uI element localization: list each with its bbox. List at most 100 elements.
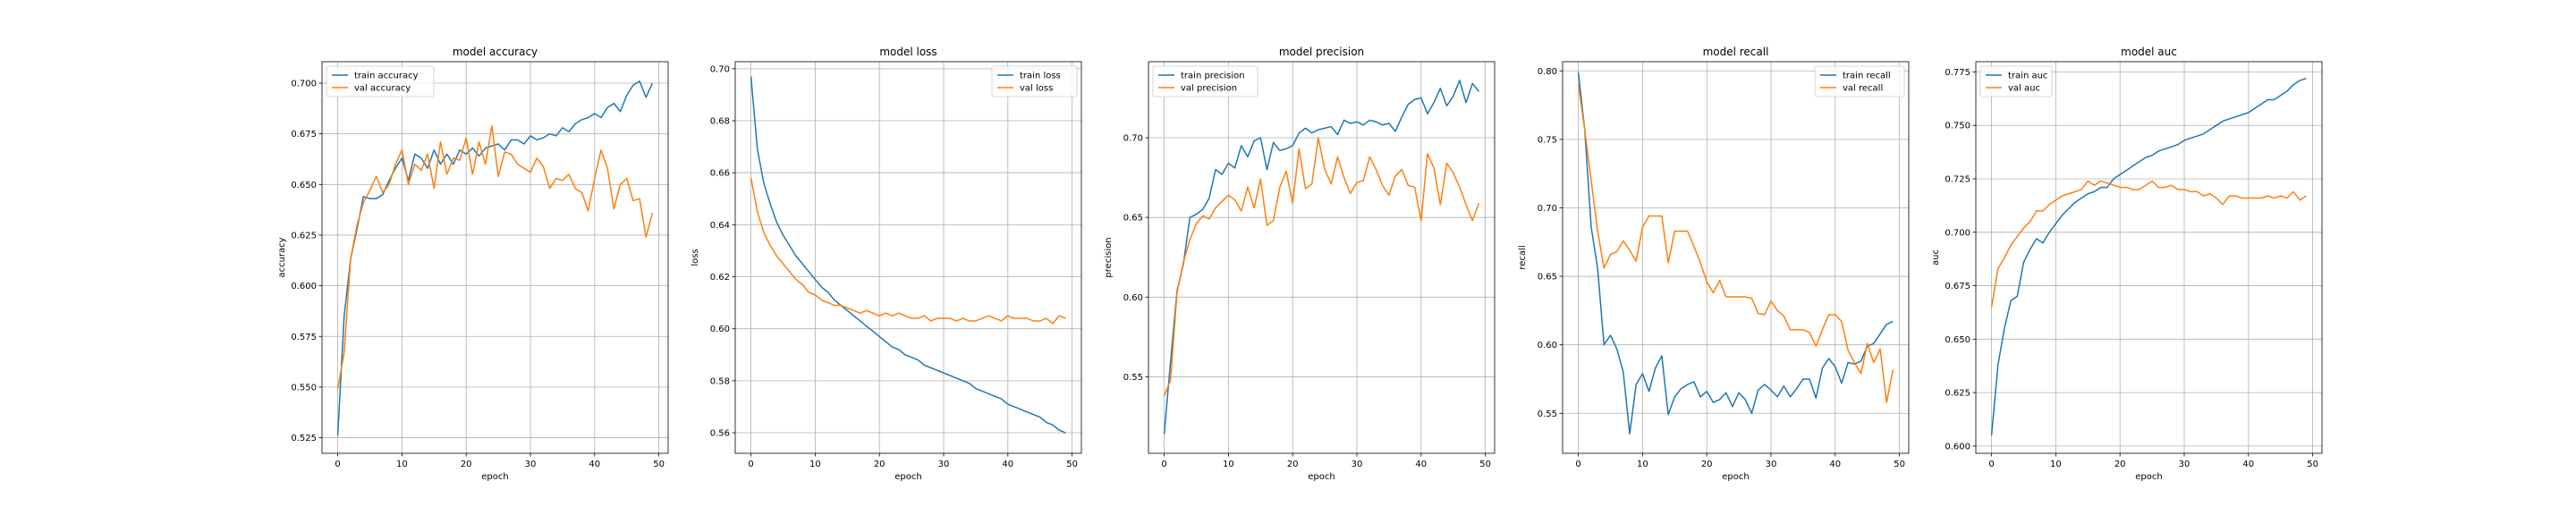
x-tick-label: 10 <box>1637 460 1648 469</box>
legend: train auc val auc <box>1979 65 2053 97</box>
legend-box <box>1814 65 1905 97</box>
y-tick-label: 0.70 <box>710 64 730 74</box>
legend-label-val: val recall <box>1843 84 1883 94</box>
legend-label-val: val accuracy <box>354 84 411 94</box>
x-tick-label: 40 <box>1415 460 1427 469</box>
legend-label-train: train recall <box>1843 72 1891 81</box>
series-line-val <box>1577 84 1894 403</box>
y-tick-label: 0.70 <box>1123 134 1143 144</box>
legend-label-val: val precision <box>1181 84 1237 94</box>
legend-box <box>1152 65 1258 97</box>
y-tick-label: 0.60 <box>1538 341 1557 350</box>
series-line-val <box>336 124 654 390</box>
x-axis-label: epoch <box>1722 472 1749 482</box>
y-tick-label: 0.60 <box>710 325 730 334</box>
y-axis-label: recall <box>1518 245 1528 269</box>
y-tick-label: 0.750 <box>1945 122 1970 131</box>
series-line-val <box>1990 180 2307 308</box>
axes-frame <box>1975 61 2323 454</box>
chart-title: model loss <box>879 46 936 58</box>
x-tick-label: 50 <box>2307 460 2318 469</box>
chart-title: model recall <box>1703 46 1769 58</box>
legend: train recall val recall <box>1814 65 1905 97</box>
chart-title: model auc <box>2121 46 2177 58</box>
y-tick-label: 0.600 <box>291 282 317 291</box>
y-tick-label: 0.725 <box>1945 175 1970 185</box>
chart-title: model precision <box>1279 46 1364 58</box>
x-tick-label: 40 <box>1829 460 1841 469</box>
y-tick-label: 0.550 <box>291 383 317 393</box>
x-tick-label: 20 <box>874 460 886 469</box>
x-tick-label: 40 <box>1002 460 1013 469</box>
series-line-val <box>750 177 1066 325</box>
y-tick-label: 0.700 <box>291 80 317 89</box>
x-tick-label: 0 <box>335 460 340 469</box>
y-tick-label: 0.65 <box>1538 273 1557 283</box>
y-tick-label: 0.55 <box>1123 373 1143 383</box>
x-tick-label: 0 <box>1988 460 1994 469</box>
chart-title: model accuracy <box>453 46 538 58</box>
chart-panel-2: 0 10 20 30 40 50 0.56 0.58 0.60 0.62 0.64 0.66 0.68 0… <box>691 46 1082 482</box>
legend-label-val: val loss <box>1020 84 1053 94</box>
y-tick-label: 0.650 <box>291 181 317 190</box>
y-tick-label: 0.600 <box>1945 442 1970 452</box>
legend-label-train: train precision <box>1181 72 1245 81</box>
x-axis-label: epoch <box>481 472 508 482</box>
axes-frame <box>734 61 1082 454</box>
legend-box <box>1979 65 2053 97</box>
x-tick-label: 20 <box>461 460 472 469</box>
x-tick-label: 30 <box>2179 460 2190 469</box>
series-line-train <box>750 76 1066 434</box>
series-line-val <box>1163 137 1480 397</box>
x-tick-label: 50 <box>1066 460 1078 469</box>
x-tick-label: 30 <box>1766 460 1777 469</box>
y-tick-label: 0.58 <box>710 376 730 386</box>
x-tick-label: 50 <box>1894 460 1905 469</box>
x-tick-label: 50 <box>653 460 665 469</box>
axes-frame <box>321 61 669 454</box>
series-line-train <box>1990 77 2307 435</box>
x-axis-label: epoch <box>894 472 921 482</box>
x-tick-label: 10 <box>809 460 821 469</box>
legend-label-val: val auc <box>2008 84 2040 94</box>
x-tick-label: 30 <box>938 460 950 469</box>
legend-box <box>991 65 1078 97</box>
y-tick-label: 0.62 <box>710 273 730 283</box>
legend: train accuracy val accuracy <box>326 65 435 97</box>
x-tick-label: 50 <box>1479 460 1491 469</box>
legend-label-train: train accuracy <box>354 72 419 81</box>
y-axis-label: precision <box>1104 237 1114 277</box>
y-axis-label: loss <box>691 249 700 266</box>
series-line-train <box>1577 72 1894 435</box>
legend-box <box>326 65 435 97</box>
y-tick-label: 0.70 <box>1538 204 1557 214</box>
x-tick-label: 30 <box>525 460 537 469</box>
y-tick-label: 0.75 <box>1538 135 1557 145</box>
y-tick-label: 0.700 <box>1945 228 1970 238</box>
y-tick-label: 0.66 <box>710 169 730 179</box>
y-tick-label: 0.56 <box>710 429 730 439</box>
y-tick-label: 0.675 <box>291 130 317 139</box>
x-tick-label: 40 <box>589 460 600 469</box>
x-tick-label: 20 <box>2114 460 2126 469</box>
legend: train precision val precision <box>1152 65 1258 97</box>
axes-frame <box>1562 61 1910 454</box>
chart-panel-3: 0 10 20 30 40 50 0.55 0.60 0.65 0.70 model precisi… <box>1104 46 1496 482</box>
x-tick-label: 30 <box>1352 460 1363 469</box>
y-tick-label: 0.68 <box>710 117 730 127</box>
y-tick-label: 0.625 <box>291 231 317 241</box>
y-tick-label: 0.575 <box>291 333 317 342</box>
y-tick-label: 0.650 <box>1945 335 1970 345</box>
chart-panel-5: 0 10 20 30 40 50 0.600 0.625 0.650 0.675 0.700 0.72… <box>1931 46 2323 482</box>
x-axis-label: epoch <box>1308 472 1335 482</box>
x-tick-label: 0 <box>1161 460 1166 469</box>
x-tick-label: 20 <box>1287 460 1299 469</box>
x-tick-label: 40 <box>2242 460 2254 469</box>
x-tick-label: 0 <box>1575 460 1580 469</box>
axes-frame <box>1148 61 1496 454</box>
y-tick-label: 0.675 <box>1945 282 1970 291</box>
y-tick-label: 0.80 <box>1538 67 1557 77</box>
legend: train loss val loss <box>991 65 1078 97</box>
series-line-train <box>336 80 654 436</box>
series-line-train <box>1163 80 1479 435</box>
